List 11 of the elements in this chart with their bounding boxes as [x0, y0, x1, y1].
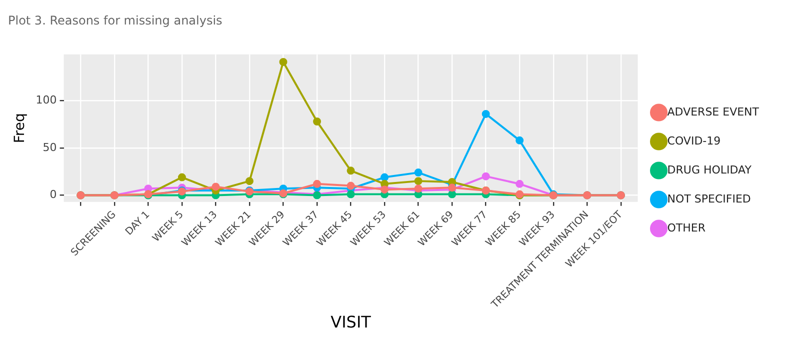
legend-label: NOT SPECIFIED: [667, 192, 751, 206]
legend-label: ADVERSE EVENT: [667, 105, 760, 118]
legend-label: DRUG HOLIDAY: [667, 163, 752, 176]
y-axis-title: Freq: [12, 113, 28, 144]
chart-title: Plot 3. Reasons for missing analysis: [8, 13, 222, 28]
y-tick-label: 50: [42, 140, 57, 154]
y-tick-label: 100: [36, 94, 57, 107]
x-axis-title: VISIT: [330, 312, 372, 332]
legend-label: COVID-19: [667, 134, 721, 148]
legend-label: OTHER: [667, 221, 706, 234]
y-tick-label: 0: [50, 188, 57, 202]
